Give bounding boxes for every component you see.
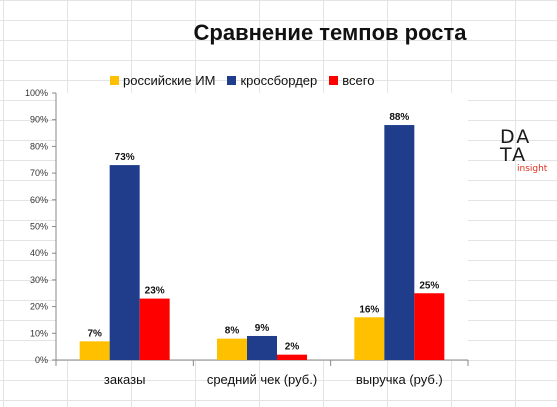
chart-title: Сравнение темпов роста <box>193 20 467 45</box>
y-tick-label: 30% <box>30 275 48 285</box>
bar <box>79 341 110 360</box>
data-insight-logo: DA TA insight <box>498 126 557 186</box>
y-tick-label: 60% <box>30 195 48 205</box>
y-tick-label: 50% <box>30 222 48 232</box>
legend-item-crossborder: кроссбордер <box>227 73 317 88</box>
logo-subtitle: insight <box>517 164 548 174</box>
x-tick-label: средний чек (руб.) <box>207 372 317 387</box>
y-tick-label: 20% <box>30 302 48 312</box>
y-tick-label: 100% <box>25 88 48 98</box>
data-label: 16% <box>359 304 379 315</box>
y-tick-label: 10% <box>30 328 48 338</box>
logo-line-1: DA <box>500 126 532 148</box>
bar <box>217 338 247 360</box>
x-tick-label: выручка (руб.) <box>356 372 443 387</box>
data-label: 25% <box>419 280 439 291</box>
data-label: 9% <box>255 323 270 334</box>
data-label: 7% <box>87 328 102 339</box>
bar <box>139 298 170 360</box>
data-label: 73% <box>115 152 135 163</box>
legend-swatch-russian <box>110 75 119 85</box>
legend-item-russian: российские ИМ <box>110 73 215 88</box>
bar <box>414 293 445 360</box>
bar <box>354 317 385 360</box>
data-label: 8% <box>225 326 240 337</box>
legend-swatch-total <box>329 75 339 85</box>
x-tick-label: заказы <box>104 372 146 387</box>
y-tick-label: 0% <box>35 355 48 365</box>
logo-line-2: TA <box>500 144 528 166</box>
y-tick-label: 70% <box>30 168 48 178</box>
legend-label-crossborder: кроссбордер <box>240 72 318 88</box>
bar <box>247 335 277 360</box>
data-label: 88% <box>389 112 409 123</box>
legend-swatch-crossborder <box>227 75 237 85</box>
data-label: 2% <box>285 342 300 353</box>
legend-label-russian: российские ИМ <box>123 72 216 88</box>
legend-label-total: всего <box>342 72 375 88</box>
bar <box>109 165 140 360</box>
legend: российские ИМ кроссбордер всего <box>110 72 386 88</box>
bar <box>277 354 307 360</box>
bar <box>384 125 415 360</box>
legend-item-total: всего <box>329 73 374 88</box>
y-tick-label: 40% <box>30 248 48 258</box>
y-tick-label: 90% <box>30 115 48 125</box>
y-tick-label: 80% <box>30 141 48 151</box>
data-label: 23% <box>145 286 165 297</box>
